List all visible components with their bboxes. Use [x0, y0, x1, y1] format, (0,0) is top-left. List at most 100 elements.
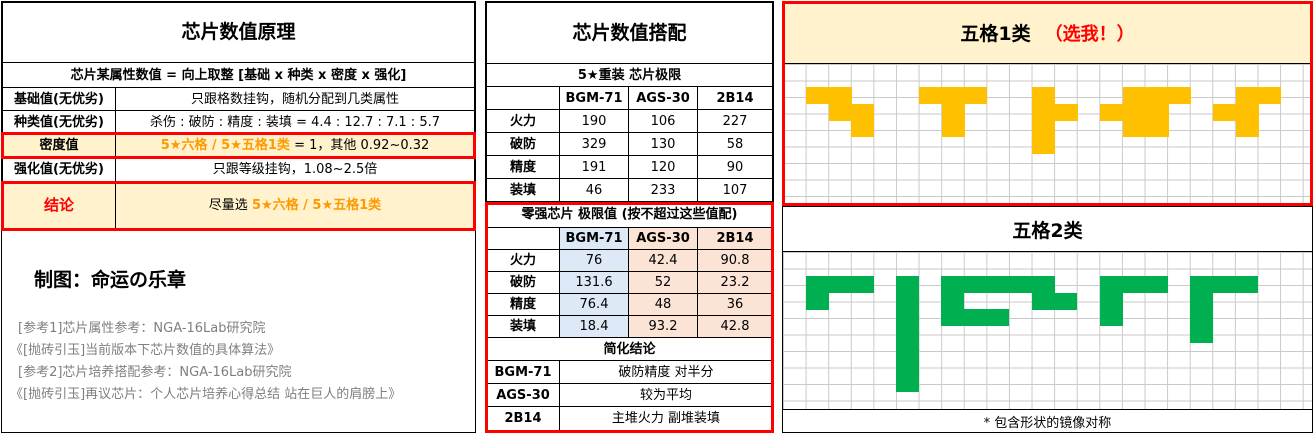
pentomino-f-shape	[1258, 87, 1282, 104]
type-value: 杀伤 : 破防 : 精度 : 装填 = 4.4 : 12.7 : 7.1 : 5…	[115, 110, 475, 134]
t1-cell: 106	[628, 109, 698, 133]
t2-cell: 23.2	[697, 271, 773, 294]
pentomino-w-shape	[851, 120, 875, 137]
t2-cell: 18.4	[559, 315, 629, 338]
pentomino-y-shape	[1032, 87, 1056, 104]
t3-row-value: 破防精度 对半分	[559, 360, 773, 384]
t3-row-value: 主堆火力 副堆装填	[559, 406, 773, 431]
pentomino-l-shape	[828, 276, 852, 293]
pentomino-i-shape	[896, 342, 920, 359]
t3-row-label: BGM-71	[486, 360, 560, 384]
t1-cell: 329	[559, 132, 629, 156]
pentomino-y-shape	[1032, 103, 1056, 121]
t1-corner	[486, 86, 560, 110]
pentomino-f-shape	[1213, 103, 1237, 121]
t2-col-2b14: 2B14	[697, 227, 773, 250]
ref-1: [参考1]芯片属性参考：NGA-16Lab研究院	[18, 321, 266, 336]
enhance-value: 只跟等级挂钩，1.08~2.5倍	[115, 157, 475, 182]
pentomino-i-shape	[896, 358, 920, 376]
pentomino-z-shape	[1031, 276, 1055, 293]
t2-cell: 76	[559, 249, 629, 272]
pentomino-z-shape	[1031, 292, 1055, 310]
pentomino-t-shape	[941, 120, 965, 137]
type-label: 种类值(无优劣)	[2, 110, 116, 134]
t3-row-value: 较为平均	[559, 383, 773, 407]
t1-cell: 190	[559, 109, 629, 133]
t1-col-2b14: 2B14	[697, 86, 773, 110]
pentomino-t-shape	[1145, 120, 1169, 137]
pentomino-w-shape	[806, 87, 830, 104]
pentomino-l-shape	[1190, 309, 1214, 326]
density-label: 密度值	[2, 133, 116, 158]
t2-cell: 93.2	[628, 315, 698, 338]
pentomino-t-shape	[1123, 87, 1147, 104]
t1-cell: 58	[697, 132, 773, 156]
class2-header: 五格2类	[783, 206, 1312, 252]
t1-cell: 46	[559, 178, 629, 202]
pentomino-u-shape	[941, 292, 965, 310]
class1-pick-me: （选我！）	[1044, 23, 1135, 45]
author-credit: 制图：命运の乐章	[34, 269, 187, 291]
pentomino-u-shape	[986, 276, 1010, 293]
pentomino-t-shape	[941, 87, 965, 104]
class2-shape-grid	[783, 252, 1312, 409]
pentomino-u-shape	[941, 276, 965, 293]
t1-col-bgm: BGM-71	[559, 86, 629, 110]
shapes-panel: 五格1类 （选我！） 五格2类 * 包含形状的镜像对称	[782, 1, 1313, 433]
pentomino-v-shape	[1122, 276, 1146, 293]
pentomino-w-shape	[828, 103, 852, 121]
base-value: 只跟格数挂钩，随机分配到几类属性	[115, 87, 475, 111]
t2-cell: 42.4	[628, 249, 698, 272]
pentomino-u-shape	[986, 309, 1010, 326]
pentomino-l-shape	[851, 276, 875, 293]
class1-shape-grid	[783, 64, 1312, 205]
t2-cell: 42.8	[697, 315, 773, 338]
density-value: 5★六格 / 5★五格1类 = 1，其他 0.92~0.32	[115, 133, 475, 158]
pentomino-l-shape	[1190, 276, 1214, 293]
t2-row-label: 火力	[486, 249, 560, 272]
t2-col-ags: AGS-30	[628, 227, 698, 250]
principle-panel: 芯片数值原理 芯片某属性数值 = 向上取整 [基础 x 种类 x 密度 x 强化…	[1, 1, 476, 433]
pentomino-f-shape	[1235, 103, 1259, 121]
pentomino-l-shape	[1235, 276, 1259, 293]
pentomino-plus-shape	[1122, 103, 1146, 121]
t2-col-bgm: BGM-71	[559, 227, 629, 250]
pentomino-i-shape	[896, 292, 920, 310]
t1-cell: 120	[628, 155, 698, 179]
pentomino-t-shape	[941, 103, 965, 121]
pentomino-u-shape	[963, 276, 987, 293]
pentomino-t-shape	[1145, 103, 1169, 121]
pentomino-v-shape	[1145, 276, 1169, 293]
t1-cell: 130	[628, 132, 698, 156]
class2-title: 五格2类	[1012, 219, 1083, 242]
pentomino-i-shape	[896, 276, 920, 293]
pentomino-z-shape	[1009, 276, 1033, 293]
density-highlight: 5★六格 / 5★五格1类	[160, 138, 290, 153]
t1-cell: 191	[559, 155, 629, 179]
pentomino-i-shape	[896, 309, 920, 326]
t2-cell: 36	[697, 293, 773, 316]
t1-row-label: 破防	[486, 132, 560, 156]
t2-cell: 52	[628, 271, 698, 294]
t2-cell: 90.8	[697, 249, 773, 272]
pentomino-l-shape	[1190, 292, 1214, 310]
conclusion-prefix: 尽量选	[208, 197, 252, 213]
pairing-panel: 芯片数值搭配 5★重装 芯片极限 BGM-71 AGS-30 2B14 火力 1…	[485, 1, 774, 433]
t2-cell: 48	[628, 293, 698, 316]
formula-text: 芯片某属性数值 = 向上取整 [基础 x 种类 x 密度 x 强化]	[2, 62, 475, 88]
pentomino-i-shape	[896, 325, 920, 343]
t3-row-label: 2B14	[486, 406, 560, 431]
t3-caption: 简化结论	[486, 337, 773, 361]
t2-corner	[486, 227, 560, 250]
t2-caption: 零强芯片 极限值 (按不超过这些值配)	[486, 201, 773, 228]
t1-col-ags: AGS-30	[628, 86, 698, 110]
conclusion-highlight: 5★六格 / 5★五格1类	[251, 197, 382, 213]
pentomino-l-shape	[1190, 325, 1214, 343]
pentomino-t-shape	[1145, 87, 1169, 104]
principle-table: 芯片数值原理 芯片某属性数值 = 向上取整 [基础 x 种类 x 密度 x 强化…	[2, 2, 475, 229]
ref-2: [参考2]芯片培养搭配参考：NGA-16Lab研究院	[18, 365, 292, 380]
pentomino-t-shape	[919, 87, 943, 104]
principle-title: 芯片数值原理	[2, 2, 475, 63]
conclusion-label: 结论	[2, 181, 116, 229]
t1-caption: 5★重装 芯片极限	[486, 63, 773, 87]
